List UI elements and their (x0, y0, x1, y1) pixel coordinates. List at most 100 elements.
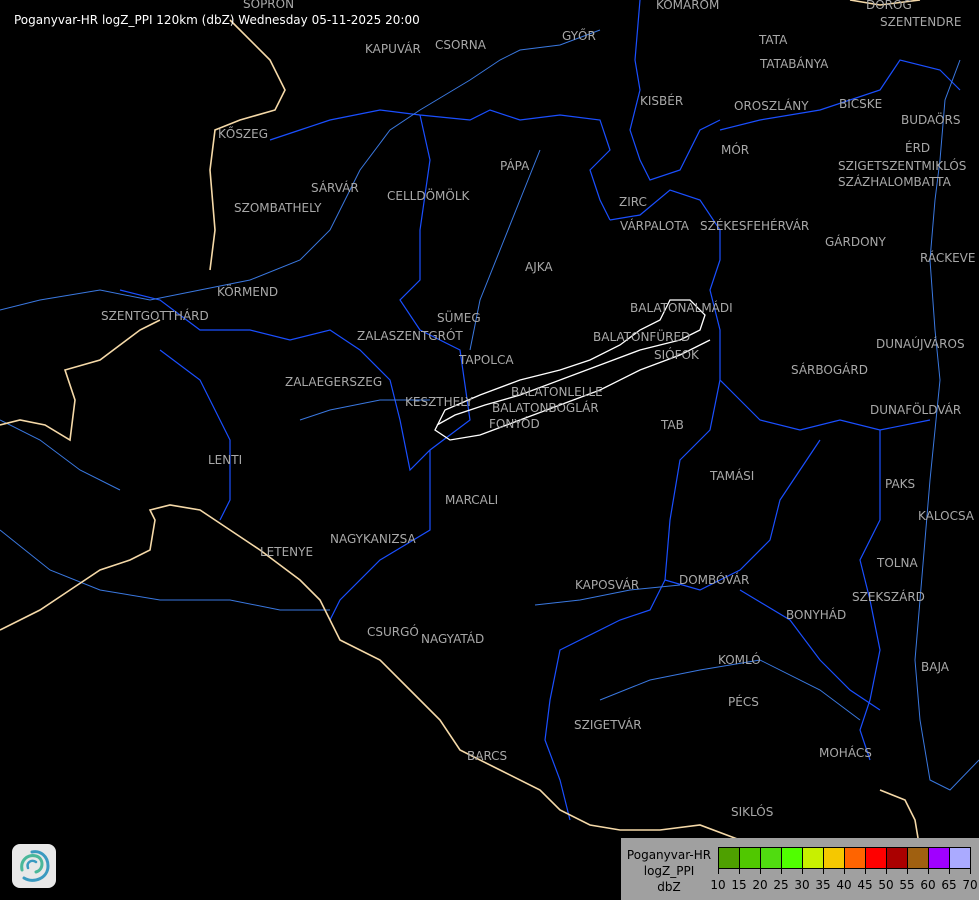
city-label: VÁRPALOTA (620, 218, 690, 233)
legend-tick-label: 45 (857, 878, 873, 892)
city-label: CSURGÓ (367, 624, 419, 639)
city-label: TATABÁNYA (759, 56, 829, 71)
city-label: LENTI (208, 453, 242, 467)
city-label: SZOMBATHELY (234, 201, 322, 215)
city-label: LETENYE (260, 545, 313, 559)
city-label: SÜMEG (437, 309, 481, 325)
city-label: TAPOLCA (458, 353, 514, 367)
city-label: KALOCSA (918, 509, 975, 523)
legend-swatch (887, 848, 908, 868)
legend-swatch (866, 848, 887, 868)
city-label: KŐSZEG (218, 126, 268, 141)
legend-tick-label: 65 (941, 878, 957, 892)
legend-swatch (824, 848, 845, 868)
city-label: SZEKSZÁRD (852, 589, 925, 604)
city-label: BALATONLELLE (511, 385, 603, 399)
legend-swatch (908, 848, 929, 868)
legend-tick-label: 10 (710, 878, 726, 892)
city-labels: SOPRON GYŐR KOMÁROM DOROG SZENTENDRE KAPUVÁR C… (101, 0, 975, 819)
lake-balaton-outline (434, 299, 711, 441)
legend-tick-mark (739, 868, 740, 874)
legend-tick-mark (865, 868, 866, 874)
city-label: RÁCKEVE (920, 250, 975, 265)
legend-tick-mark (907, 868, 908, 874)
legend-tick-label: 20 (752, 878, 768, 892)
city-label: KOMLÓ (718, 652, 761, 667)
legend-color-bar (718, 847, 971, 869)
legend-tick-mark (970, 868, 971, 874)
city-label: KÖRMEND (217, 283, 278, 299)
city-label: SOPRON (243, 0, 294, 11)
legend-tick-mark (928, 868, 929, 874)
city-label: ÉRD (905, 140, 930, 155)
legend-tick-label: 40 (836, 878, 852, 892)
city-label: BUDAÖRS (901, 111, 960, 127)
legend-tick-label: 50 (878, 878, 894, 892)
legend-tick-mark (886, 868, 887, 874)
legend-unit: dbZ (657, 880, 681, 894)
city-label: OROSZLÁNY (734, 98, 809, 113)
city-label: DUNAÚJVÁROS (876, 336, 965, 351)
city-label: BALATONALMÁDI (630, 300, 733, 315)
city-label: CSORNA (435, 38, 487, 52)
weather-service-logo-icon (12, 844, 56, 888)
legend-swatch (803, 848, 824, 868)
city-label: MÓR (721, 142, 749, 157)
country-border (0, 0, 936, 900)
city-label: PÉCS (728, 694, 759, 709)
legend-station: Poganyvar-HR (626, 848, 712, 862)
legend-tick-mark (781, 868, 782, 874)
city-label: FONYÓD (489, 416, 540, 431)
legend-swatch (845, 848, 866, 868)
county-boundaries (119, 0, 961, 821)
city-label: TAMÁSI (709, 468, 754, 483)
legend-tick-label: 30 (794, 878, 810, 892)
legend-swatch (761, 848, 782, 868)
city-label: BAJA (921, 660, 950, 674)
city-label: DOMBÓVÁR (679, 572, 749, 587)
city-label: ZALAEGERSZEG (285, 375, 382, 389)
legend-swatch (719, 848, 740, 868)
legend-tick-label: 60 (920, 878, 936, 892)
map-title: Poganyvar-HR logZ_PPI 120km (dbZ) Wednes… (14, 13, 420, 27)
city-label: DUNAFÖLDVÁR (870, 401, 961, 417)
city-label: DOROG (866, 0, 912, 12)
legend-swatch (782, 848, 803, 868)
legend-product: logZ_PPI (643, 864, 695, 878)
legend-swatch (950, 848, 970, 868)
city-label: SZENTGOTTHÁRD (101, 308, 209, 323)
city-label: BONYHÁD (786, 607, 846, 622)
legend-tick-mark (949, 868, 950, 874)
city-label: PÁPA (500, 158, 530, 173)
city-label: SZENTENDRE (880, 15, 961, 29)
city-label: MOHÁCS (819, 745, 872, 760)
city-label: TATA (758, 33, 788, 47)
legend-swatch (740, 848, 761, 868)
city-label: BICSKE (839, 97, 882, 111)
legend-tick-mark (718, 868, 719, 874)
city-label: KESZTHELY (405, 395, 473, 409)
city-label: BARCS (467, 749, 507, 763)
city-label: TOLNA (876, 556, 918, 570)
legend-swatch (929, 848, 950, 868)
color-legend: Poganyvar-HR logZ_PPI dbZ 10 15 20 25 30 35 40… (621, 838, 979, 900)
city-label: GÁRDONY (825, 234, 887, 249)
rivers (0, 29, 979, 791)
city-label: KAPUVÁR (365, 41, 421, 56)
city-label: GYŐR (562, 28, 596, 43)
city-label: BALATONBOGLÁR (492, 400, 599, 415)
legend-tick-label: 35 (815, 878, 831, 892)
city-label: SZIGETVÁR (574, 717, 642, 732)
legend-tick-mark (823, 868, 824, 874)
city-label: SZÁZHALOMBATTA (838, 174, 952, 189)
legend-tick-label: 15 (731, 878, 747, 892)
legend-tick-label: 25 (773, 878, 789, 892)
city-label: NAGYATÁD (421, 631, 484, 646)
legend-tick-mark (760, 868, 761, 874)
city-label: SIÓFOK (654, 347, 700, 362)
city-label: KOMÁROM (656, 0, 719, 12)
city-label: CELLDÖMÖLK (387, 187, 471, 203)
city-label: ZIRC (619, 195, 647, 209)
city-label: MARCALI (445, 493, 498, 507)
